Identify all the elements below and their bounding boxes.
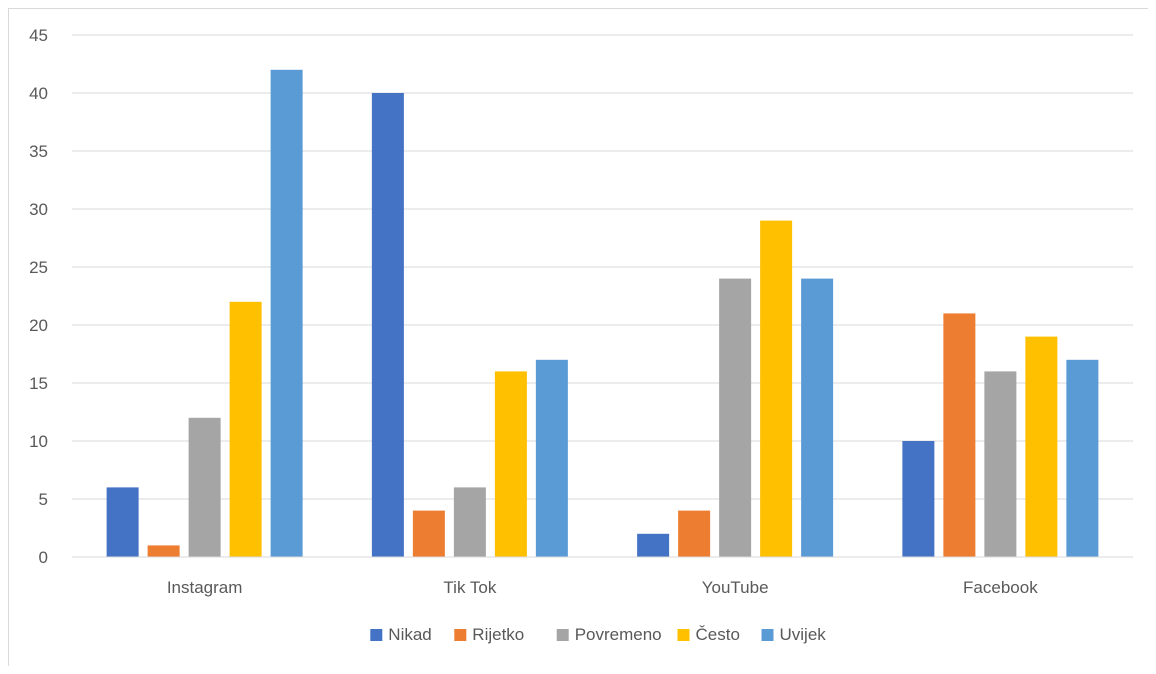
bar-youtube-povremeno — [719, 278, 752, 557]
bar-facebook-uvijek — [1066, 359, 1099, 557]
legend-swatch-često — [677, 629, 690, 641]
bar-instagram-povremeno — [188, 417, 221, 557]
y-tick-label: 10 — [29, 432, 48, 451]
bar-facebook-nikad — [902, 441, 935, 557]
y-tick-label: 0 — [39, 548, 48, 567]
bar-instagram-često — [229, 301, 262, 557]
bar-facebook-često — [1025, 336, 1058, 557]
y-tick-label: 30 — [29, 200, 48, 219]
x-tick-label: Facebook — [963, 578, 1038, 597]
bar-tik-tok-nikad — [371, 93, 404, 557]
bars — [106, 69, 1099, 558]
bar-youtube-nikad — [637, 533, 670, 557]
bar-tik-tok-uvijek — [535, 359, 568, 557]
legend-swatch-uvijek — [761, 629, 774, 641]
x-axis-tick-labels: Instagram Tik Tok YouTube Facebook — [167, 578, 1038, 597]
legend-swatch-povremeno — [556, 629, 569, 641]
x-tick-label: Instagram — [167, 578, 243, 597]
legend-label: Često — [696, 625, 740, 644]
y-tick-label: 45 — [29, 26, 48, 45]
bar-youtube-često — [760, 220, 793, 557]
bar-instagram-nikad — [106, 487, 139, 557]
y-tick-label: 5 — [39, 490, 48, 509]
x-tick-label: Tik Tok — [443, 578, 496, 597]
legend-label: Uvijek — [780, 625, 827, 644]
y-tick-label: 25 — [29, 258, 48, 277]
legend-swatch-rijetko — [454, 629, 467, 641]
y-tick-label: 40 — [29, 84, 48, 103]
legend-label: Rijetko — [472, 625, 524, 644]
bar-instagram-rijetko — [147, 545, 180, 557]
y-tick-label: 35 — [29, 142, 48, 161]
y-tick-label: 15 — [29, 374, 48, 393]
legend: Nikad Rijetko Povremeno Često Uvijek — [370, 625, 826, 644]
y-axis-tick-labels: 0 5 10 15 20 25 30 35 40 45 — [29, 26, 48, 567]
x-tick-label: YouTube — [702, 578, 769, 597]
bar-tik-tok-povremeno — [453, 487, 486, 557]
legend-label: Povremeno — [575, 625, 662, 644]
bar-youtube-uvijek — [801, 278, 834, 557]
bar-facebook-povremeno — [984, 371, 1017, 557]
bar-tik-tok-često — [494, 371, 527, 557]
bar-instagram-uvijek — [270, 69, 303, 558]
bar-facebook-rijetko — [943, 313, 976, 557]
legend-swatch-nikad — [370, 629, 383, 641]
bar-tik-tok-rijetko — [412, 510, 445, 557]
bar-youtube-rijetko — [678, 510, 711, 557]
y-tick-label: 20 — [29, 316, 48, 335]
chart-frame — [8, 8, 1148, 666]
legend-label: Nikad — [388, 625, 431, 644]
